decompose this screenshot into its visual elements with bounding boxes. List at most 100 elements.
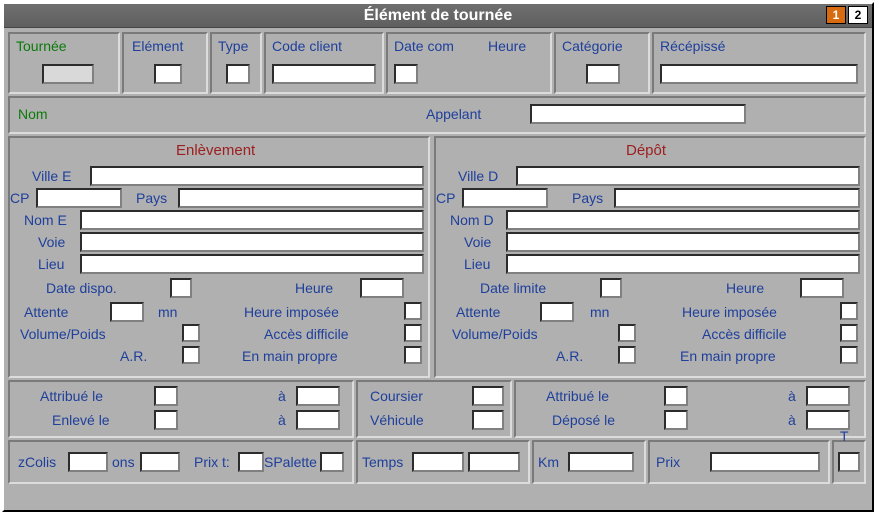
input-cp-d[interactable] — [462, 188, 548, 208]
window-title: Élément de tournée — [4, 7, 872, 25]
input-prixt[interactable] — [238, 452, 264, 472]
panel-enlevement: Enlèvement Ville E CP Pays Nom E Voie Li… — [8, 136, 430, 378]
input-pays-d[interactable] — [614, 188, 860, 208]
input-tournee[interactable] — [42, 64, 94, 84]
check-enmain-e[interactable] — [404, 346, 422, 364]
check-ar-d[interactable] — [618, 346, 636, 364]
input-temps2[interactable] — [468, 452, 520, 472]
panel-bot-km: Km — [532, 440, 646, 484]
input-recepisse[interactable] — [660, 64, 858, 84]
input-lieu-e[interactable] — [80, 254, 424, 274]
input-attente-d[interactable] — [540, 302, 574, 322]
check-volpoids-d[interactable] — [618, 324, 636, 342]
input-categorie[interactable] — [586, 64, 620, 84]
input-vehicule[interactable] — [472, 410, 504, 430]
label-type: Type — [218, 38, 248, 54]
input-appelant[interactable] — [530, 104, 746, 124]
check-acces-d[interactable] — [840, 324, 858, 342]
input-attribue-le[interactable] — [154, 386, 178, 406]
check-heureimposee-d[interactable] — [840, 302, 858, 320]
panel-recepisse: Récépissé — [652, 32, 866, 94]
label-tournee: Tournée — [16, 38, 67, 54]
label-lieu-e: Lieu — [38, 256, 64, 272]
input-code-client[interactable] — [272, 64, 376, 84]
input-colis[interactable] — [68, 452, 108, 472]
label-a1: à — [278, 388, 286, 404]
label-heure-top: Heure — [488, 38, 526, 54]
input-attribue-le-d[interactable] — [664, 386, 688, 406]
input-voie-e[interactable] — [80, 232, 424, 252]
panel-datecom: Date com Heure — [386, 32, 552, 94]
input-nom-d[interactable] — [506, 210, 860, 230]
input-t[interactable] — [838, 452, 860, 472]
input-nom-e[interactable] — [80, 210, 424, 230]
panel-nom: Nom Appelant — [8, 96, 866, 134]
check-ar-e[interactable] — [182, 346, 200, 364]
label-ons: ons — [112, 454, 135, 470]
panel-type: Type — [210, 32, 262, 94]
label-voie-e: Voie — [38, 234, 65, 250]
input-palette[interactable] — [320, 452, 344, 472]
input-type[interactable] — [226, 64, 250, 84]
label-pays-e: Pays — [136, 190, 167, 206]
check-heureimposee-e[interactable] — [404, 302, 422, 320]
input-km[interactable] — [568, 452, 634, 472]
label-enmain-e: En main propre — [242, 348, 338, 364]
label-attribue-le: Attribué le — [40, 388, 103, 404]
input-enleve-le[interactable] — [154, 410, 178, 430]
input-element[interactable] — [154, 64, 182, 84]
input-lieu-d[interactable] — [506, 254, 860, 274]
label-prixt: Prix t: — [194, 454, 230, 470]
input-datelimite[interactable] — [600, 278, 622, 298]
input-datecom[interactable] — [394, 64, 418, 84]
input-a4[interactable] — [806, 410, 850, 430]
panel-element: Elément — [122, 32, 208, 94]
panel-bot-left: zColis ons Prix t: SPalette — [8, 440, 354, 484]
input-coursier[interactable] — [472, 386, 504, 406]
label-voie-d: Voie — [464, 234, 491, 250]
input-temps1[interactable] — [412, 452, 464, 472]
label-a4: à — [788, 412, 796, 428]
label-datecom: Date com — [394, 38, 454, 54]
title-enlevement: Enlèvement — [176, 142, 255, 159]
check-volpoids-e[interactable] — [182, 324, 200, 342]
input-datedispo[interactable] — [170, 278, 192, 298]
label-volpoids-e: Volume/Poids — [20, 326, 106, 342]
input-prix[interactable] — [710, 452, 820, 472]
label-datelimite: Date limite — [480, 280, 546, 296]
input-ons[interactable] — [140, 452, 180, 472]
panel-code-client: Code client — [264, 32, 384, 94]
page-1-button[interactable]: 1 — [826, 6, 846, 24]
label-mn-d: mn — [590, 304, 609, 320]
check-enmain-d[interactable] — [840, 346, 858, 364]
input-ville-e[interactable] — [90, 166, 424, 186]
input-a3[interactable] — [806, 386, 850, 406]
label-heure-d: Heure — [726, 280, 764, 296]
input-voie-d[interactable] — [506, 232, 860, 252]
label-prix: Prix — [656, 454, 680, 470]
label-ville-e: Ville E — [32, 168, 71, 184]
page-2-button[interactable]: 2 — [848, 6, 868, 24]
label-t: T — [840, 428, 849, 444]
title-depot: Dépôt — [626, 142, 666, 159]
label-appelant: Appelant — [426, 106, 481, 122]
input-depose-le[interactable] — [664, 410, 688, 430]
input-heure-d[interactable] — [800, 278, 844, 298]
input-ville-d[interactable] — [516, 166, 860, 186]
input-a2[interactable] — [296, 410, 340, 430]
window: Élément de tournée 1 2 Tournée Elément T… — [2, 2, 874, 512]
input-heure-e[interactable] — [360, 278, 404, 298]
input-a1[interactable] — [296, 386, 340, 406]
label-cp-e: CP — [10, 190, 29, 206]
label-ville-d: Ville D — [458, 168, 498, 184]
label-code-client: Code client — [272, 38, 342, 54]
input-attente-e[interactable] — [110, 302, 144, 322]
label-acces-d: Accès difficile — [702, 326, 787, 342]
input-cp-e[interactable] — [36, 188, 122, 208]
input-pays-e[interactable] — [178, 188, 424, 208]
label-lieu-d: Lieu — [464, 256, 490, 272]
label-cp-d: CP — [436, 190, 455, 206]
check-acces-e[interactable] — [404, 324, 422, 342]
label-heureimposee-e: Heure imposée — [244, 304, 339, 320]
titlebar: Élément de tournée 1 2 — [4, 4, 872, 28]
